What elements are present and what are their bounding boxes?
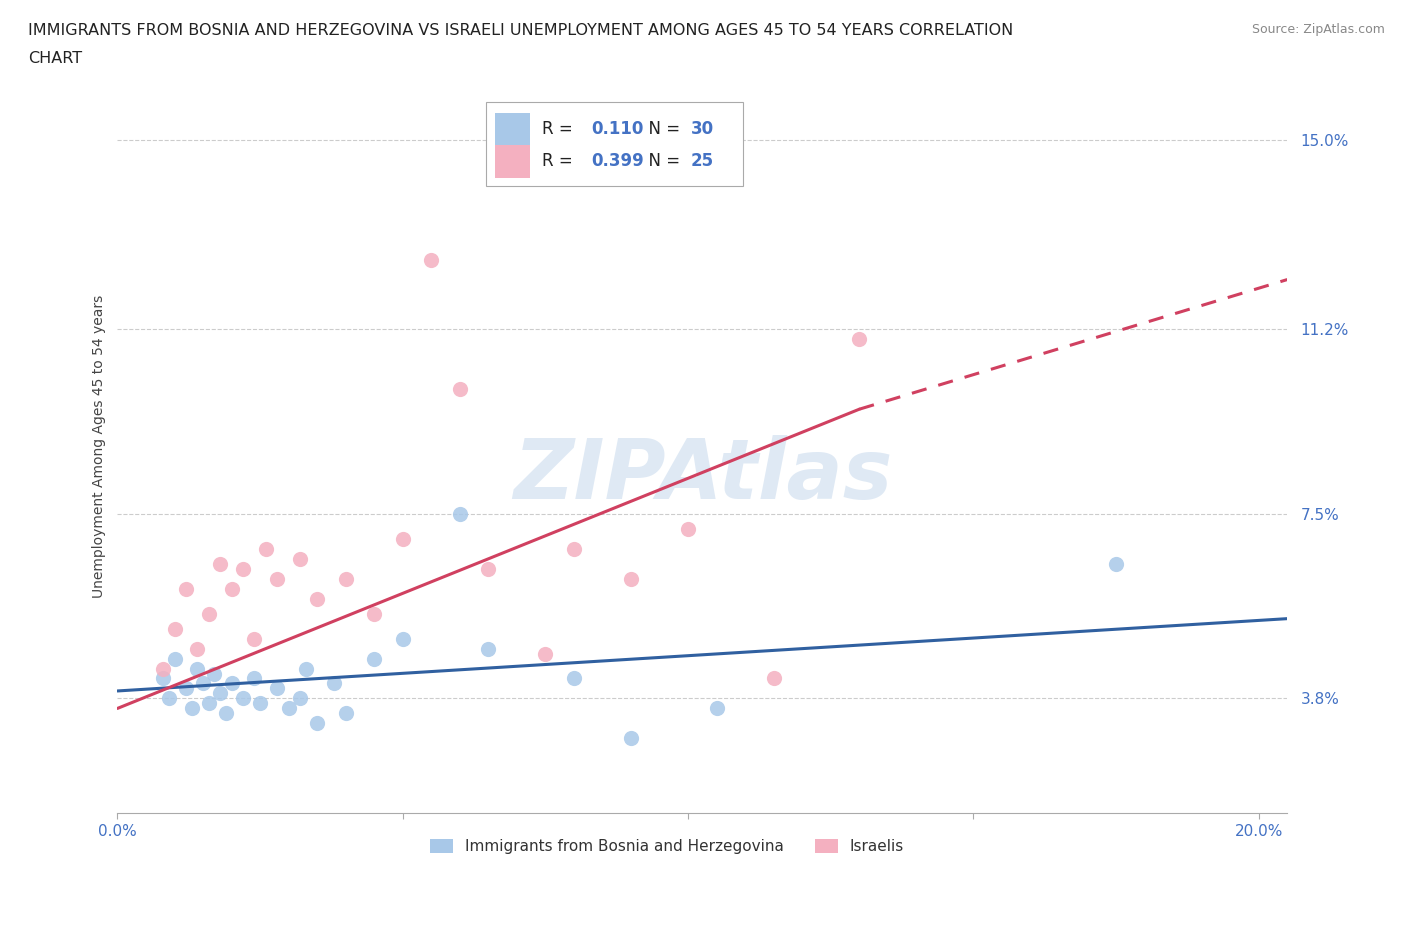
Point xyxy=(363,651,385,666)
Point xyxy=(174,581,197,596)
Point xyxy=(215,706,238,721)
Text: 0.110: 0.110 xyxy=(591,120,644,138)
Text: CHART: CHART xyxy=(28,51,82,66)
Bar xyxy=(495,144,530,178)
Text: 30: 30 xyxy=(690,120,714,138)
Point xyxy=(152,661,174,676)
Point xyxy=(152,671,174,686)
Point xyxy=(180,701,202,716)
Text: N =: N = xyxy=(638,120,685,138)
Point xyxy=(477,562,499,577)
Point xyxy=(288,551,311,566)
Point xyxy=(221,581,243,596)
Y-axis label: Unemployment Among Ages 45 to 54 years: Unemployment Among Ages 45 to 54 years xyxy=(93,295,107,598)
Point xyxy=(335,706,357,721)
Text: 0.399: 0.399 xyxy=(591,153,644,170)
Point xyxy=(174,681,197,696)
Point xyxy=(186,641,208,656)
Point xyxy=(288,691,311,706)
Point xyxy=(449,382,471,397)
Point xyxy=(449,507,471,522)
Point xyxy=(232,562,254,577)
Text: R =: R = xyxy=(543,120,578,138)
Point xyxy=(249,696,271,711)
Point xyxy=(254,541,277,556)
Text: IMMIGRANTS FROM BOSNIA AND HERZEGOVINA VS ISRAELI UNEMPLOYMENT AMONG AGES 45 TO : IMMIGRANTS FROM BOSNIA AND HERZEGOVINA V… xyxy=(28,23,1014,38)
Legend: Immigrants from Bosnia and Herzegovina, Israelis: Immigrants from Bosnia and Herzegovina, … xyxy=(425,833,910,860)
Point xyxy=(266,571,288,586)
Text: R =: R = xyxy=(543,153,578,170)
Point xyxy=(221,676,243,691)
Point xyxy=(323,676,346,691)
Point xyxy=(243,671,266,686)
Point xyxy=(620,571,643,586)
Bar xyxy=(495,113,530,146)
Point xyxy=(197,696,219,711)
Text: ZIPAtlas: ZIPAtlas xyxy=(513,435,891,516)
Point xyxy=(391,531,413,546)
Point xyxy=(676,522,699,537)
Point xyxy=(277,701,299,716)
Point xyxy=(848,332,870,347)
Point xyxy=(209,556,232,571)
Point xyxy=(762,671,785,686)
Point xyxy=(209,686,232,701)
Point xyxy=(186,661,208,676)
Point xyxy=(163,621,186,636)
Point xyxy=(243,631,266,646)
Point xyxy=(163,651,186,666)
Point xyxy=(562,671,585,686)
Point xyxy=(391,631,413,646)
Point xyxy=(197,606,219,621)
Point xyxy=(562,541,585,556)
Point xyxy=(420,252,443,267)
Point xyxy=(363,606,385,621)
Point xyxy=(335,571,357,586)
Text: 25: 25 xyxy=(690,153,714,170)
Point xyxy=(1105,556,1128,571)
Point xyxy=(477,641,499,656)
Point xyxy=(706,701,728,716)
Point xyxy=(307,591,329,606)
Point xyxy=(157,691,180,706)
Point xyxy=(294,661,316,676)
FancyBboxPatch shape xyxy=(486,102,744,186)
Point xyxy=(534,646,557,661)
Point xyxy=(307,716,329,731)
Text: Source: ZipAtlas.com: Source: ZipAtlas.com xyxy=(1251,23,1385,36)
Point xyxy=(620,731,643,746)
Point xyxy=(191,676,214,691)
Point xyxy=(204,666,226,681)
Point xyxy=(266,681,288,696)
Text: N =: N = xyxy=(638,153,685,170)
Point xyxy=(232,691,254,706)
